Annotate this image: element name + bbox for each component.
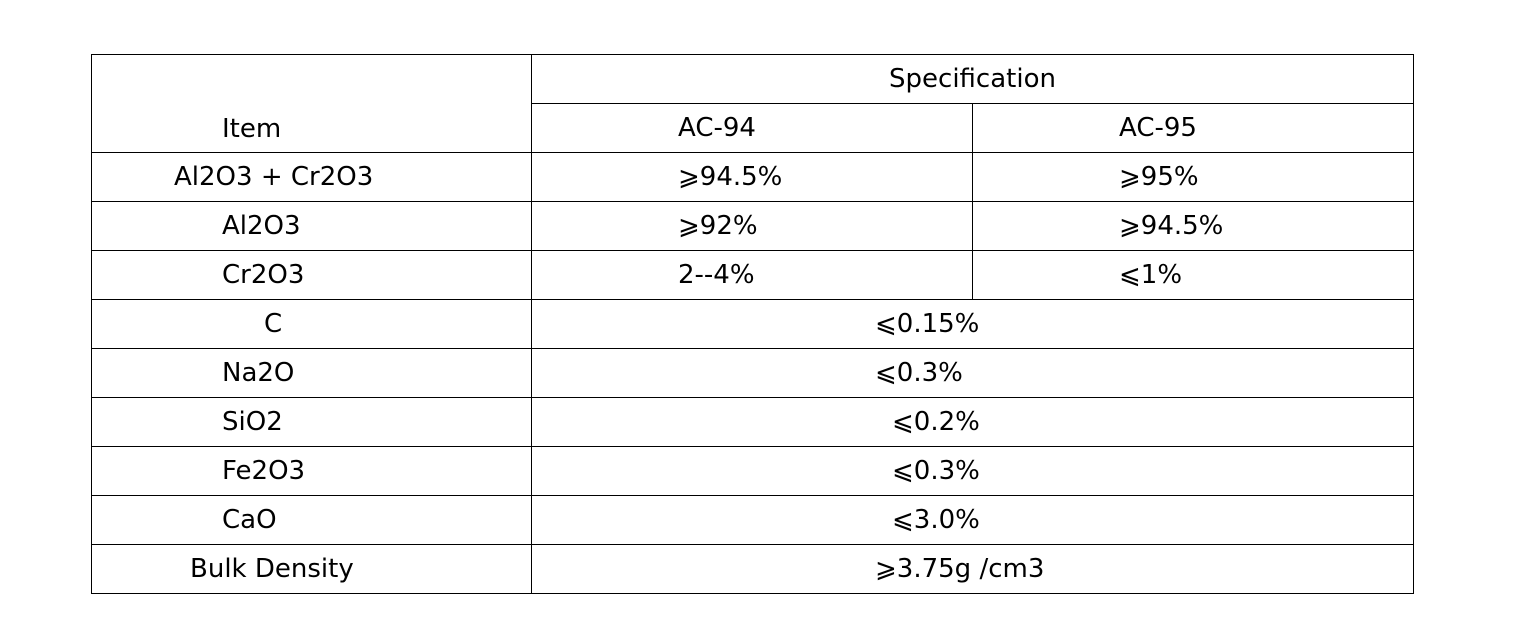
shared-value: ⩾3.75g /cm3 xyxy=(531,544,1414,594)
table-row: Al2O3 + Cr2O3 ⩾94.5% ⩾95% xyxy=(91,152,1414,202)
item-name: Na2O xyxy=(91,348,532,398)
item-name: C xyxy=(91,299,532,349)
ac94-value: 2--4% xyxy=(531,250,973,300)
grade-header-ac94: AC-94 xyxy=(531,103,973,153)
item-name: Al2O3 xyxy=(91,201,532,251)
item-name: Al2O3 + Cr2O3 xyxy=(91,152,532,202)
grade-header-row: AC-94 AC-95 xyxy=(92,103,1414,153)
shared-value: ⩽3.0% xyxy=(531,495,1414,545)
item-name: Fe2O3 xyxy=(91,446,532,496)
item-header: Item xyxy=(91,54,532,153)
shared-value: ⩽0.2% xyxy=(531,397,1414,447)
table-row: Bulk Density ⩾3.75g /cm3 xyxy=(91,544,1414,594)
specification-table: Item Specification AC-94 AC-95 Al2O3 + C… xyxy=(91,54,1414,594)
item-name: Bulk Density xyxy=(91,544,532,594)
shared-value: ⩽0.15% xyxy=(531,299,1414,349)
item-name: Cr2O3 xyxy=(91,250,532,300)
table-row: Na2O ⩽0.3% xyxy=(91,348,1414,398)
shared-value: ⩽0.3% xyxy=(531,348,1414,398)
ac94-value: ⩾92% xyxy=(531,201,973,251)
shared-value: ⩽0.3% xyxy=(531,446,1414,496)
table-row: C ⩽0.15% xyxy=(91,299,1414,349)
table-row: SiO2 ⩽0.2% xyxy=(91,397,1414,447)
item-name: CaO xyxy=(91,495,532,545)
ac95-value: ⩾95% xyxy=(972,152,1414,202)
ac94-value: ⩾94.5% xyxy=(531,152,973,202)
header-row: Item Specification xyxy=(91,54,1414,153)
item-name: SiO2 xyxy=(91,397,532,447)
table-row: Al2O3 ⩾92% ⩾94.5% xyxy=(91,201,1414,251)
table-row: Fe2O3 ⩽0.3% xyxy=(91,446,1414,496)
table-row: CaO ⩽3.0% xyxy=(91,495,1414,545)
ac95-value: ⩽1% xyxy=(972,250,1414,300)
ac95-value: ⩾94.5% xyxy=(972,201,1414,251)
table-row: Cr2O3 2--4% ⩽1% xyxy=(91,250,1414,300)
specification-header: Specification xyxy=(531,54,1414,104)
grade-header-ac95: AC-95 xyxy=(972,103,1414,153)
